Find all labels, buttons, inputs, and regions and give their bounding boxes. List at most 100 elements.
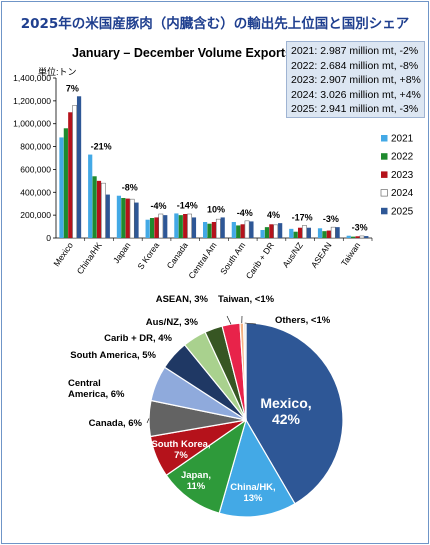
- summary-line-2022: 2022: 2.684 million mt, -8%: [291, 59, 419, 72]
- bar-2022: [63, 128, 68, 238]
- change-label: -4%: [237, 208, 253, 218]
- pie-label-8: Aus/NZ, 3%: [146, 317, 199, 328]
- bar-2025: [335, 227, 340, 238]
- bar-2022: [149, 218, 155, 238]
- bar-2022: [351, 236, 356, 238]
- bar-2021: [145, 219, 150, 238]
- bar-2023: [183, 214, 188, 238]
- change-label: 7%: [66, 83, 79, 93]
- bar-2023: [326, 230, 331, 238]
- y-tick-label: 600,000: [20, 164, 51, 174]
- bar-2025: [76, 96, 82, 239]
- change-label: -8%: [122, 183, 138, 193]
- bar-2023: [297, 227, 303, 238]
- pie-label-9: ASEAN, 3%: [156, 294, 209, 305]
- bar-2023: [154, 217, 159, 238]
- change-label: -3%: [352, 223, 368, 233]
- pie-slice-1: [218, 418, 296, 518]
- bar-2022: [322, 231, 327, 238]
- bar-2024: [187, 213, 192, 239]
- bar-2025: [134, 202, 139, 238]
- legend-label-2021: 2021: [391, 134, 414, 145]
- change-label: -4%: [151, 201, 167, 211]
- legend-label-2023: 2023: [391, 170, 414, 181]
- legend-swatch-2023: [381, 171, 388, 178]
- change-label: -17%: [292, 212, 313, 222]
- bar-2021: [116, 195, 122, 238]
- bar-2025: [278, 223, 283, 238]
- bar-2025: [191, 217, 197, 238]
- bar-2025: [249, 221, 254, 238]
- change-label: 10%: [207, 204, 225, 214]
- legend-swatch-2022: [381, 153, 388, 160]
- pie-label-7: Carib + DR, 4%: [104, 333, 172, 344]
- bar-2023: [68, 112, 73, 238]
- legend-label-2024: 2024: [391, 188, 414, 199]
- pie-label-mexico: Mexico, 42%: [260, 395, 311, 427]
- pie-label-10: Taiwan, <1%: [218, 294, 275, 305]
- bar-2024: [129, 198, 135, 239]
- y-axis-label: 単位:トン: [38, 66, 77, 77]
- pie-leader-line: [226, 315, 232, 325]
- legend-swatch-2024: [380, 189, 388, 197]
- bar-chart: January – December Volume Exports 単位:トン 0 2…: [13, 46, 414, 281]
- bar-2023: [125, 198, 130, 238]
- summary-line-2023: 2023: 2.907 million mt, +8%: [291, 74, 421, 86]
- summary-line-2021: 2021: 2.987 million mt, -2%: [291, 45, 419, 57]
- bar-2021: [174, 213, 179, 238]
- legend-label-2022: 2022: [391, 152, 414, 163]
- bar-2024: [359, 235, 365, 239]
- bar-2022: [236, 225, 241, 238]
- summary-line-2024: 2024: 3.026 million mt, +4%: [291, 88, 421, 101]
- y-tick-label: 1,400,000: [13, 73, 51, 83]
- bar-2022: [207, 223, 212, 238]
- bar-2021: [260, 230, 265, 238]
- bar-2022: [178, 215, 183, 238]
- bar-2024: [215, 218, 221, 239]
- bar-2024: [101, 182, 106, 239]
- bar-2024: [72, 105, 78, 239]
- bar-2021: [59, 137, 64, 238]
- bar-2024: [302, 225, 307, 239]
- bar-2023: [269, 224, 274, 238]
- y-tick-label: 1,000,000: [13, 119, 51, 129]
- change-label: -3%: [323, 214, 339, 224]
- bar-chart-title: January – December Volume Exports: [72, 46, 292, 60]
- pie-leader-line: [244, 322, 257, 325]
- legend-swatch-2021: [381, 135, 388, 142]
- bar-2025: [220, 217, 225, 238]
- pie-label-china: China/HK, 13%: [230, 482, 275, 504]
- bar-2022: [264, 227, 270, 238]
- bar-2024: [273, 224, 279, 239]
- change-label: -21%: [91, 142, 112, 152]
- bar-2023: [96, 180, 102, 238]
- y-tick-label: 1,200,000: [13, 96, 51, 106]
- pie-label-4: Canada, 6%: [89, 418, 143, 429]
- bar-2022: [92, 176, 97, 238]
- change-label: 4%: [267, 210, 280, 220]
- y-tick-label: 400,000: [20, 187, 51, 197]
- bar-2025: [163, 215, 168, 238]
- change-label: -14%: [177, 200, 198, 210]
- bar-2023: [240, 224, 245, 238]
- pie-label-6: South America, 5%: [70, 350, 156, 361]
- y-tick-label: 200,000: [20, 210, 51, 220]
- bar-2021: [346, 235, 351, 238]
- pie-leader-line: [146, 418, 150, 424]
- bar-2025: [364, 236, 369, 238]
- bar-2023: [355, 236, 360, 238]
- bar-2024: [244, 220, 250, 239]
- summary-box: 2021: 2.987 million mt, -2% 2022: 2.684 …: [286, 41, 425, 118]
- bar-2021: [289, 228, 294, 238]
- pie-label-japan: Japan, 11%: [181, 470, 211, 492]
- y-tick-label: 800,000: [20, 142, 51, 152]
- pie-label-korea: South Korea, 7%: [151, 439, 210, 461]
- legend-swatch-2025: [381, 207, 388, 215]
- y-tick-label: 0: [46, 233, 51, 243]
- bar-2021: [88, 154, 93, 238]
- pie-label-11: Others, <1%: [275, 315, 331, 326]
- pie-label-5: Central America, 6%: [68, 378, 125, 400]
- bar-2022: [293, 231, 298, 238]
- bar-2021: [317, 228, 323, 238]
